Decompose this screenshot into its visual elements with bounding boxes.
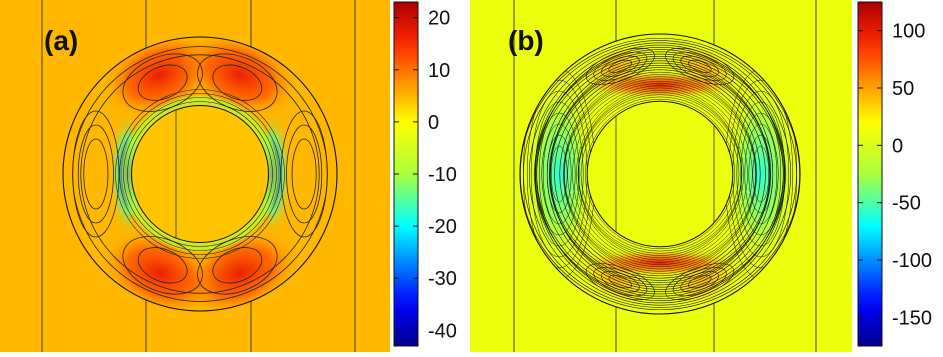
inner-cylinder [131,105,269,243]
colorbar-tick-label: -10 [428,164,457,186]
colorbar-tick: -20 [394,216,457,238]
colorbar-tick-label: 10 [428,60,450,82]
panel-a: (a) [0,0,390,352]
colorbar-tick: -30 [394,268,457,290]
colorbar-b-svg: 100 50 0 -50 -100 -150 [857,1,932,347]
colorbar-tick: 10 [394,60,450,82]
colorbar-tick: -50 [858,193,921,215]
panel-label: (a) [44,25,78,56]
colorbar-a-svg: 20 10 0 -10 -20 -30 -40 [393,1,457,347]
colorbar-tick: -100 [858,250,932,272]
outer-boundary [519,33,801,315]
colorbar-tick: 20 [394,8,450,30]
colorbar-tick: -150 [858,307,932,329]
annulus-contours [72,46,328,302]
colorbar-tick-label: 100 [892,21,925,43]
colorbar-tick: -40 [394,320,457,342]
inner-cylinder [586,100,734,248]
outer-boundary [62,36,338,312]
colorbar-tick-label: -50 [892,193,921,215]
colorbar-tick: 100 [858,21,925,43]
colorbar-tick: 0 [858,135,903,157]
heatmap-b: (b) [470,0,852,352]
colorbar-tick-label: 0 [428,112,439,134]
colorbar-tick-label: -100 [892,250,932,272]
panel-label: (b) [508,25,544,56]
hot-inner-band [578,248,742,277]
hot-inner-band [578,71,742,100]
colorbar-tick-label: -20 [428,216,457,238]
colorbar-tick-label: 50 [892,78,914,100]
colorbar-tick-label: 0 [892,135,903,157]
colorbar-b: 100 50 0 -50 -100 -150 [852,0,943,352]
colorbar-tick-label: -30 [428,268,457,290]
colorbar-gradient [857,1,883,347]
colorbar-tick-label: 20 [428,8,450,30]
colorbar-tick: 50 [858,78,914,100]
colorbar-tick-label: -40 [428,320,457,342]
heatmap-a: (a) [0,0,390,352]
panel-b: (b) [470,0,860,352]
colorbar-a: 20 10 0 -10 -20 -30 -40 [392,0,470,352]
colorbar-tick: -10 [394,164,457,186]
colorbar-tick: 0 [394,112,439,134]
colorbar-tick-label: -150 [892,307,932,329]
